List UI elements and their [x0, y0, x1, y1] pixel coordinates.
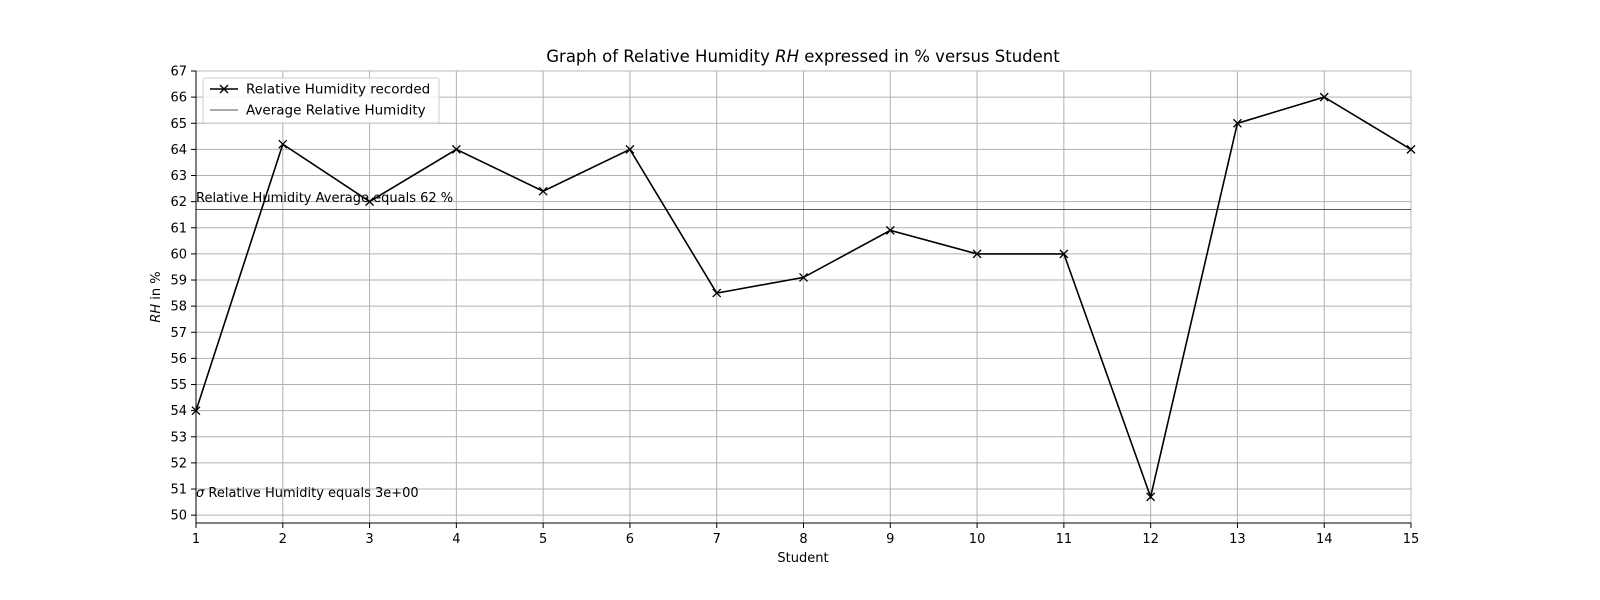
y-tick-label: 57: [170, 326, 187, 341]
data-point-marker: [1059, 249, 1069, 259]
legend: Relative Humidity recorded Average Relat…: [202, 77, 440, 124]
data-point-marker: [1146, 492, 1156, 502]
chart-title-prefix: Graph of Relative Humidity: [546, 47, 775, 66]
y-tick-label: 53: [170, 430, 187, 445]
data-point-marker: [972, 249, 982, 259]
data-point-marker: [365, 197, 375, 207]
y-tick-label: 60: [170, 247, 187, 262]
y-tick-label: 56: [170, 352, 187, 367]
x-tick-label: 10: [969, 532, 986, 547]
y-tick-label: 62: [170, 195, 187, 210]
x-tick-label: 15: [1403, 532, 1420, 547]
average-annotation: Relative Humidity Average equals 62 %: [196, 191, 453, 206]
sigma-annotation-text: Relative Humidity equals 3e+00: [204, 486, 418, 501]
x-tick-label: 1: [192, 532, 200, 547]
y-tick-label: 66: [170, 91, 187, 106]
x-tick-label: 11: [1056, 532, 1073, 547]
chart-title: Graph of Relative Humidity RH expressed …: [546, 47, 1060, 66]
y-tick-label: 54: [170, 404, 187, 419]
y-tick-label: 65: [170, 117, 187, 132]
x-tick-label: 13: [1229, 532, 1246, 547]
data-point-marker: [712, 288, 722, 298]
x-tick-label: 2: [279, 532, 287, 547]
data-point-marker: [278, 139, 288, 149]
data-point-marker: [1319, 92, 1329, 102]
x-tick-label: 14: [1316, 532, 1333, 547]
y-tick-label: 63: [170, 169, 187, 184]
x-tick-label: 12: [1142, 532, 1159, 547]
data-point-marker: [1232, 118, 1242, 128]
y-tick-label: 61: [170, 221, 187, 236]
data-point-marker: [538, 186, 548, 196]
y-axis-label-suffix: in %: [149, 271, 164, 303]
vertical-gridlines: [195, 71, 1412, 523]
x-axis-label: Student: [777, 551, 828, 566]
x-tick-label: 5: [539, 532, 547, 547]
chart-title-suffix: expressed in % versus Student: [799, 47, 1060, 66]
sigma-symbol: σ: [196, 486, 205, 501]
x-axis-ticks: 1 2 3 4 5 6 7 8 9 10 11 12 13 14 15: [192, 523, 1419, 547]
x-tick-label: 3: [365, 532, 373, 547]
data-point-marker: [799, 272, 808, 282]
x-tick-label: 6: [626, 532, 634, 547]
sigma-annotation: σ Relative Humidity equals 3e+00: [196, 486, 419, 501]
legend-box: [202, 77, 440, 124]
y-tick-label: 67: [170, 65, 187, 80]
y-axis-label: RH in %: [149, 271, 164, 322]
x-tick-label: 9: [886, 532, 894, 547]
data-point-marker: [885, 225, 895, 235]
data-point-marker: [1406, 144, 1416, 154]
chart-title-variable: RH: [775, 47, 799, 66]
x-tick-label: 7: [713, 532, 721, 547]
y-axis-label-variable: RH: [149, 304, 164, 323]
y-tick-label: 51: [170, 483, 187, 498]
y-tick-label: 64: [170, 143, 187, 158]
y-tick-label: 50: [170, 509, 187, 524]
data-point-marker: [451, 144, 461, 154]
x-tick-label: 4: [452, 532, 460, 547]
x-tick-label: 8: [799, 532, 807, 547]
legend-average-label: Average Relative Humidity: [246, 103, 426, 119]
y-tick-label: 58: [170, 300, 187, 315]
data-point-marker: [625, 144, 635, 154]
legend-series-swatch-marker: [219, 84, 229, 94]
legend-series-label: Relative Humidity recorded: [246, 82, 430, 98]
y-tick-label: 52: [170, 456, 187, 471]
y-tick-label: 59: [170, 274, 187, 289]
y-tick-label: 55: [170, 378, 187, 393]
y-axis-ticks: 50 51 52 53 54 55 56 57 58 59 60 61 62 63 64 65 66 67: [170, 65, 196, 524]
